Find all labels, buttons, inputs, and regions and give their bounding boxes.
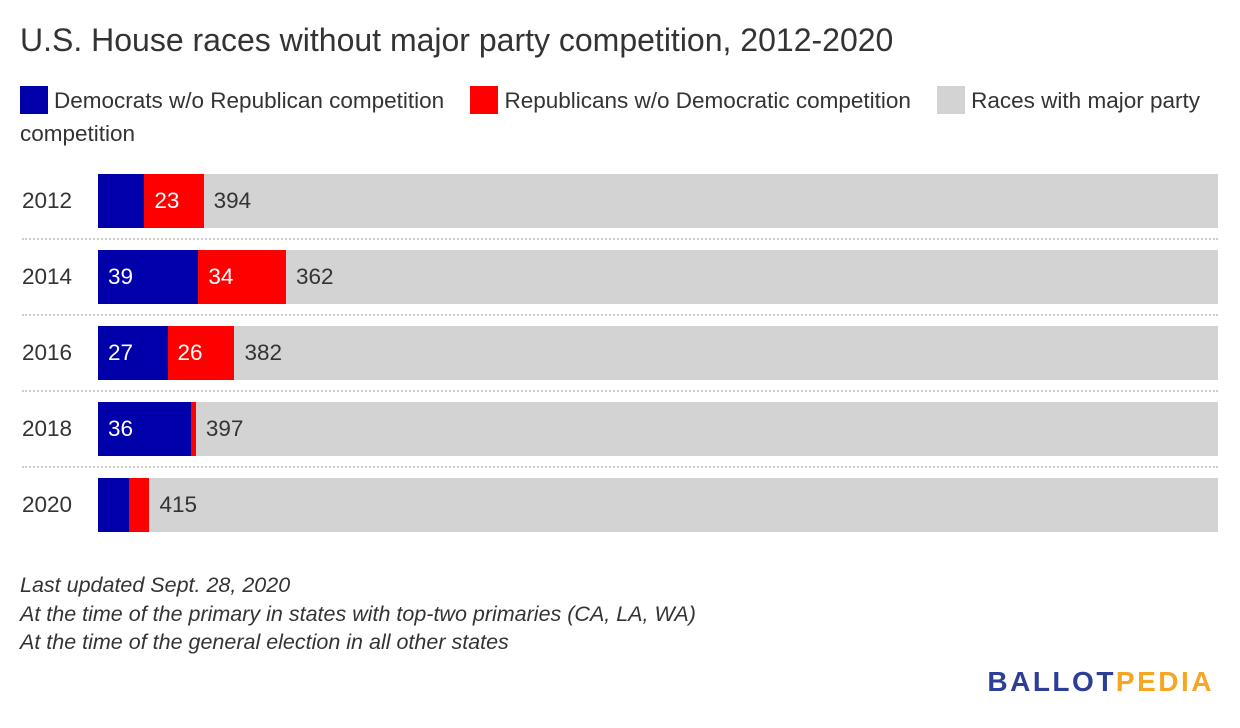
bar-track-2012: 23 394 (98, 174, 1218, 228)
legend-swatch-democrats (20, 86, 48, 114)
year-label-2018: 2018 (22, 416, 73, 441)
bar-segment-republicans-2018 (190, 402, 196, 456)
legend-item-competitive: Races with major party competition (20, 86, 1200, 146)
footnote-general: At the time of the general election in a… (20, 630, 509, 654)
data-label-competitive-2016: 382 (244, 340, 282, 365)
bar-track-2020: 415 (98, 478, 1218, 532)
bar-segment-democrats-2020 (98, 478, 129, 532)
bar-track-2014: 39 34 362 (98, 250, 1218, 304)
row-divider (22, 238, 1218, 240)
year-label-2012: 2012 (22, 188, 73, 213)
chart-title: U.S. House races without major party com… (20, 22, 894, 58)
row-divider (22, 390, 1218, 392)
bar-segment-republicans-2012 (144, 174, 204, 228)
data-label-democrats-2018: 36 (108, 416, 134, 441)
data-label-republicans-2016: 26 (177, 340, 203, 365)
legend-swatch-competitive (937, 86, 966, 114)
year-label-2020: 2020 (22, 492, 73, 517)
legend-label-competitive: Races with major party competition (20, 88, 1200, 146)
footnotes: Last updated Sept. 28, 2020 At the time … (20, 571, 696, 657)
bar-segment-democrats-2014 (98, 250, 199, 304)
legend-item-democrats: Democrats w/o Republican competition (20, 86, 445, 114)
bar-segment-democrats-2012 (98, 174, 145, 228)
data-label-competitive-2018: 397 (205, 416, 244, 441)
bar-segment-democrats-2016 (98, 326, 168, 380)
data-label-democrats-2014: 39 (108, 264, 134, 289)
bar-segment-republicans-2016 (167, 326, 235, 380)
legend-label-democrats: Democrats w/o Republican competition (54, 88, 445, 113)
data-label-competitive-2012: 394 (213, 188, 252, 213)
footnote-top-two: At the time of the primary in states wit… (20, 601, 696, 626)
legend-label-republicans: Republicans w/o Democratic competition (504, 88, 911, 113)
bar-track-2018: 36 397 (98, 402, 1218, 456)
year-label-2014: 2014 (22, 264, 73, 289)
row-divider (22, 466, 1218, 468)
legend-item-republicans: Republicans w/o Democratic competition (470, 86, 911, 114)
data-label-republicans-2012: 23 (154, 188, 180, 213)
data-label-democrats-2016: 27 (108, 340, 134, 365)
legend: Democrats w/o Republican competition Rep… (20, 84, 1210, 150)
bar-track-2016: 27 26 382 (98, 326, 1218, 380)
row-divider (22, 314, 1218, 316)
ballotpedia-logo: BALLOTPEDIA (987, 666, 1214, 698)
bar-segment-democrats-2018 (98, 402, 191, 456)
logo-part-pedia: PEDIA (1115, 666, 1214, 697)
data-label-republicans-2014: 34 (208, 264, 234, 289)
logo-part-ballot: BALLOT (987, 666, 1116, 697)
bar-segment-republicans-2014 (198, 250, 286, 304)
legend-swatch-republicans (470, 86, 499, 114)
data-label-competitive-2020: 415 (159, 492, 198, 517)
footnote-updated: Last updated Sept. 28, 2020 (20, 573, 291, 597)
data-label-competitive-2014: 362 (295, 264, 334, 289)
year-label-2016: 2016 (22, 340, 73, 365)
bar-segment-republicans-2020 (128, 478, 150, 532)
